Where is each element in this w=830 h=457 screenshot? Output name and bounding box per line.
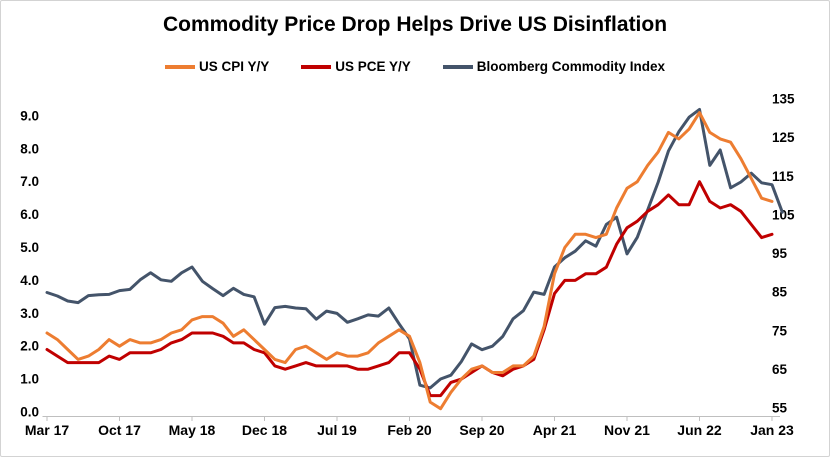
x-axis-label: Mar 17 <box>25 422 70 438</box>
left-axis-label: 4.0 <box>20 273 39 288</box>
left-axis-label: 0.0 <box>20 405 39 420</box>
x-axis-label: Feb 20 <box>387 422 432 438</box>
x-axis-label: May 18 <box>169 422 216 438</box>
left-axis-label: 7.0 <box>20 174 39 189</box>
x-axis-label: Apr 21 <box>533 422 577 438</box>
left-axis-label: 5.0 <box>20 240 39 255</box>
legend-label-us-cpi: US CPI Y/Y <box>198 59 270 74</box>
right-axis-label: 65 <box>772 362 788 377</box>
x-axis-label: Dec 18 <box>242 422 287 438</box>
left-axis-label: 3.0 <box>20 306 39 321</box>
right-axis-label: 95 <box>772 246 788 261</box>
chart-title: Commodity Price Drop Helps Drive US Disi… <box>162 13 668 36</box>
series-line-us-cpi <box>45 111 774 411</box>
right-axis-label: 125 <box>772 130 795 145</box>
right-axis-label: 85 <box>772 285 788 300</box>
pce-line-swatch-icon <box>301 64 332 69</box>
right-axis-label: 55 <box>772 401 788 416</box>
left-axis-label: 2.0 <box>20 339 39 354</box>
legend-item-bcom: Bloomberg Commodity Index <box>442 59 666 74</box>
x-axis-label: Jan 23 <box>750 422 794 438</box>
legend-label-bcom: Bloomberg Commodity Index <box>476 59 666 74</box>
left-axis-label: 6.0 <box>20 207 39 222</box>
legend-item-us-cpi: US CPI Y/Y <box>164 59 270 74</box>
series-line-us-pce <box>45 180 774 398</box>
left-axis-label: 9.0 <box>20 108 39 123</box>
cpi-line-swatch-icon <box>164 64 195 69</box>
x-axis-label: Jul 19 <box>317 422 357 438</box>
right-axis-label: 75 <box>772 323 788 338</box>
right-axis-label: 135 <box>772 92 795 107</box>
legend-item-us-pce: US PCE Y/Y <box>301 59 411 74</box>
right-axis-label: 115 <box>772 169 794 184</box>
x-axis-label: Nov 21 <box>604 422 650 438</box>
x-axis-label: Oct 17 <box>98 422 141 438</box>
legend-label-us-pce: US PCE Y/Y <box>335 59 411 74</box>
left-axis-label: 1.0 <box>20 372 39 387</box>
x-axis-label: Sep 20 <box>459 422 504 438</box>
right-axis-label: 105 <box>772 207 795 222</box>
x-axis-label: Jun 22 <box>677 422 722 438</box>
bcom-line-swatch-icon <box>442 64 473 69</box>
legend: US CPI Y/Y US PCE Y/Y Bloomberg Commodit… <box>1 59 829 74</box>
left-axis-label: 8.0 <box>20 141 39 156</box>
